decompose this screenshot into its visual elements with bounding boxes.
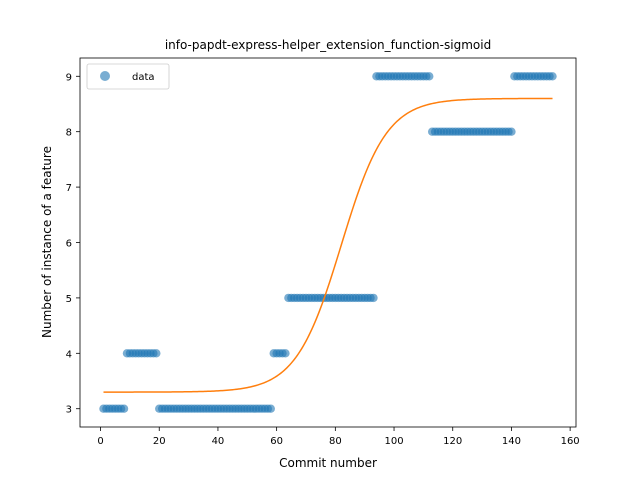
chart-title: info-papdt-express-helper_extension_func… [165, 38, 491, 52]
legend: data [86, 63, 170, 90]
x-tick-label: 160 [561, 436, 580, 447]
y-tick-label: 9 [66, 72, 72, 83]
y-tick-label: 6 [66, 239, 72, 250]
legend-marker-icon [100, 71, 110, 81]
y-tick-label: 3 [66, 405, 72, 416]
data-point [119, 404, 129, 413]
y-tick-label: 8 [66, 128, 72, 139]
x-tick-label: 40 [212, 436, 225, 447]
x-tick-label: 140 [502, 436, 521, 447]
legend-entry-label: data [132, 72, 155, 83]
plot-area [99, 72, 557, 413]
x-tick-label: 60 [270, 436, 283, 447]
series-data [99, 72, 557, 413]
y-tick-label: 5 [66, 294, 72, 305]
y-tick-label: 4 [66, 349, 72, 360]
data-point [152, 349, 161, 358]
x-tick-label: 0 [97, 436, 103, 447]
x-axis: 0 20 40 60 80 100 120 140 160 [97, 427, 580, 447]
data-point [507, 127, 516, 136]
x-tick-label: 80 [329, 436, 342, 447]
data-point [548, 72, 557, 81]
x-tick-label: 120 [443, 436, 462, 447]
data-point [425, 72, 434, 81]
data-point [369, 293, 378, 303]
sigmoid-fit-line [103, 97, 553, 393]
legend-box [86, 63, 170, 90]
x-tick-label: 20 [153, 436, 166, 447]
y-tick-label: 7 [66, 183, 72, 194]
data-point [281, 349, 290, 358]
y-axis: 3 4 5 6 7 8 9 [66, 72, 80, 416]
x-tick-label: 100 [384, 436, 403, 447]
data-point [266, 404, 275, 413]
y-axis-label: Number of instance of a feature [40, 146, 54, 338]
x-axis-label: Commit number [279, 456, 377, 470]
